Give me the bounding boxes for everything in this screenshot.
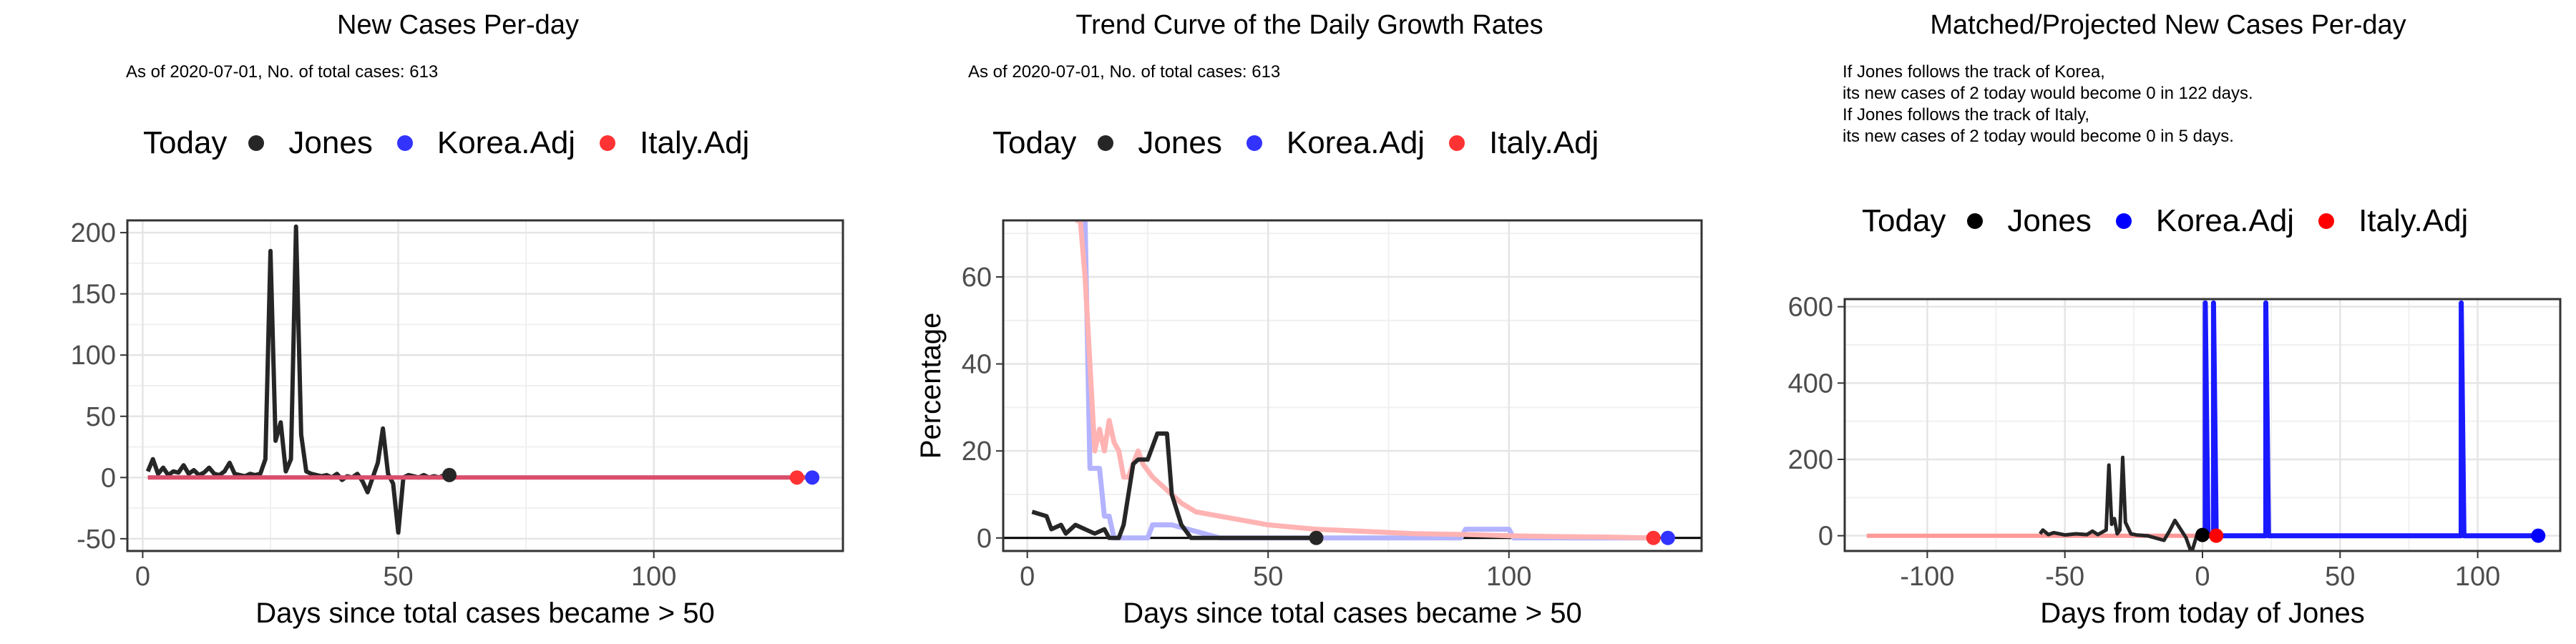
legend-item-jones: Jones <box>1098 125 1222 161</box>
legend-item-korea: Korea.Adj <box>2115 203 2295 239</box>
today-point-korea-adj <box>805 470 820 485</box>
legend-title-3: Today <box>1862 203 1946 238</box>
plot-series-group <box>1003 220 1702 541</box>
legend-label-korea: Korea.Adj <box>1286 125 1425 160</box>
legend-key-korea <box>396 135 413 151</box>
x-tick-label: 0 <box>2195 562 2210 592</box>
x-tick-label: 50 <box>383 562 413 592</box>
legend-title-1: Today <box>143 125 228 160</box>
legend-label-jones: Jones <box>288 125 373 160</box>
y-tick-label: 50 <box>86 402 116 432</box>
legend-item-italy: Italy.Adj <box>600 125 749 161</box>
today-point-italy-adj <box>1646 530 1661 545</box>
legend-item-jones: Jones <box>1967 203 2092 239</box>
x-tick-label: -100 <box>1900 562 1954 592</box>
legend-item-italy: Italy.Adj <box>2318 203 2468 239</box>
x-axis-title: Days from today of Jones <box>2040 597 2365 629</box>
legend-label-italy: Italy.Adj <box>640 125 750 160</box>
annotation-line-3: If Jones follows the track of Italy, <box>1843 105 2090 125</box>
y-tick-label: 200 <box>1788 445 1833 475</box>
legend-item-italy: Italy.Adj <box>1449 125 1599 161</box>
y-axis-title: Percentage <box>915 313 947 459</box>
chart-title-2: Trend Curve of the Daily Growth Rates <box>1075 10 1543 40</box>
y-tick-label: 600 <box>1788 293 1833 323</box>
series-line-italy-adj <box>1075 220 1654 541</box>
legend-item-korea: Korea.Adj <box>1246 125 1425 161</box>
legend-key-jones <box>1967 213 1984 229</box>
y-tick-label: 0 <box>101 463 116 493</box>
plot-1: 0 50 100 -50 0 50 100 150 200 Days since total ca… <box>71 218 844 629</box>
series-line-jones <box>145 224 449 535</box>
legend-key-jones <box>248 135 265 151</box>
plot-background <box>1003 220 1702 551</box>
x-tick-label: 0 <box>1020 562 1035 592</box>
plot-border <box>126 219 844 552</box>
annotation-line-1: If Jones follows the track of Korea, <box>1843 62 2105 82</box>
y-tick-label: 400 <box>1788 369 1833 399</box>
annotation-line-4: its new cases of 2 today would become 0 … <box>1843 127 2234 146</box>
legend-label-italy: Italy.Adj <box>2358 203 2469 238</box>
legend-item-jones: Jones <box>248 125 373 161</box>
x-tick-label: 100 <box>2455 562 2500 592</box>
chart-annotation-3: If Jones follows the track of Korea, its… <box>1843 62 2253 147</box>
legend-label-korea: Korea.Adj <box>2155 203 2295 238</box>
x-tick-label: 100 <box>631 562 676 592</box>
y-tick-label: 0 <box>977 524 992 554</box>
y-tick-label: 200 <box>71 218 116 248</box>
legend-label-jones: Jones <box>2007 203 2092 238</box>
chart-panel-1: 0 50 100 -50 0 50 100 150 200 Days since total ca… <box>0 0 859 644</box>
today-point-korea-adj <box>2531 528 2546 543</box>
legend-key-korea <box>2115 213 2132 229</box>
legend-key-italy <box>600 135 616 151</box>
legend-key-korea <box>1246 135 1262 151</box>
x-axis-title: Days since total cases became > 50 <box>255 597 714 629</box>
legend-label-italy: Italy.Adj <box>1489 125 1599 160</box>
x-axis-title: Days since total cases became > 50 <box>1123 597 1581 629</box>
x-tick-label: -50 <box>2045 562 2084 592</box>
plot-border <box>1002 219 1703 552</box>
legend-key-italy <box>2318 213 2335 229</box>
chart-subtitle-2: As of 2020-07-01, No. of total cases: 61… <box>968 62 1281 82</box>
x-tick-label: 100 <box>1486 562 1531 592</box>
legend-key-italy <box>1449 135 1465 151</box>
y-tick-label: 20 <box>962 436 992 467</box>
y-tick-label: -50 <box>77 525 116 555</box>
legend-key-jones <box>1098 135 1114 151</box>
legend-label-jones: Jones <box>1138 125 1222 160</box>
y-tick-label: 100 <box>71 341 116 371</box>
legend-2: Today Jones Korea.Adj Italy.Adj <box>992 125 1623 161</box>
plot-3: -100 -50 0 50 100 0 200 400 600 Days from today o… <box>1788 293 2562 629</box>
x-tick-label: 50 <box>2325 562 2355 592</box>
series-line-jones <box>2039 455 2202 551</box>
chart-title-1: New Cases Per-day <box>337 10 579 40</box>
series-line-jones <box>1031 431 1317 540</box>
chart-title-3: Matched/Projected New Cases Per-day <box>1930 10 2406 40</box>
chart-subtitle-1: As of 2020-07-01, No. of total cases: 61… <box>126 62 439 82</box>
plot-border <box>1843 298 2562 552</box>
plot-2: 0 50 100 0 20 40 60 Days since total cases beca… <box>915 219 1703 629</box>
x-tick-label: 0 <box>135 562 150 592</box>
y-tick-label: 0 <box>1818 522 1833 552</box>
x-tick-label: 50 <box>1253 562 1283 592</box>
today-point-jones <box>2195 527 2210 542</box>
legend-item-korea: Korea.Adj <box>396 125 576 161</box>
y-tick-label: 150 <box>71 280 116 310</box>
legend-1: Today Jones Korea.Adj Italy.Adj <box>143 125 774 161</box>
y-tick-label: 40 <box>962 350 992 380</box>
series-line-korea-adj <box>1075 220 1654 541</box>
today-point-italy-adj <box>2209 528 2224 543</box>
plot-series-group <box>145 224 807 535</box>
chart-panel-3: -100 -50 0 50 100 0 200 400 600 Days from today o… <box>1717 0 2576 644</box>
legend-label-korea: Korea.Adj <box>436 125 576 160</box>
legend-3: Today Jones Korea.Adj Italy.Adj <box>1862 203 2492 239</box>
today-point-jones <box>442 467 457 482</box>
legend-title-2: Today <box>992 125 1077 160</box>
today-point-korea-adj <box>1660 530 1675 545</box>
y-tick-label: 60 <box>962 263 992 293</box>
today-point-jones <box>1309 530 1324 545</box>
today-point-italy-adj <box>789 470 804 485</box>
annotation-line-2: its new cases of 2 today would become 0 … <box>1843 84 2253 103</box>
chart-panel-2: 0 50 100 0 20 40 60 Days since total cases beca… <box>859 0 1717 644</box>
